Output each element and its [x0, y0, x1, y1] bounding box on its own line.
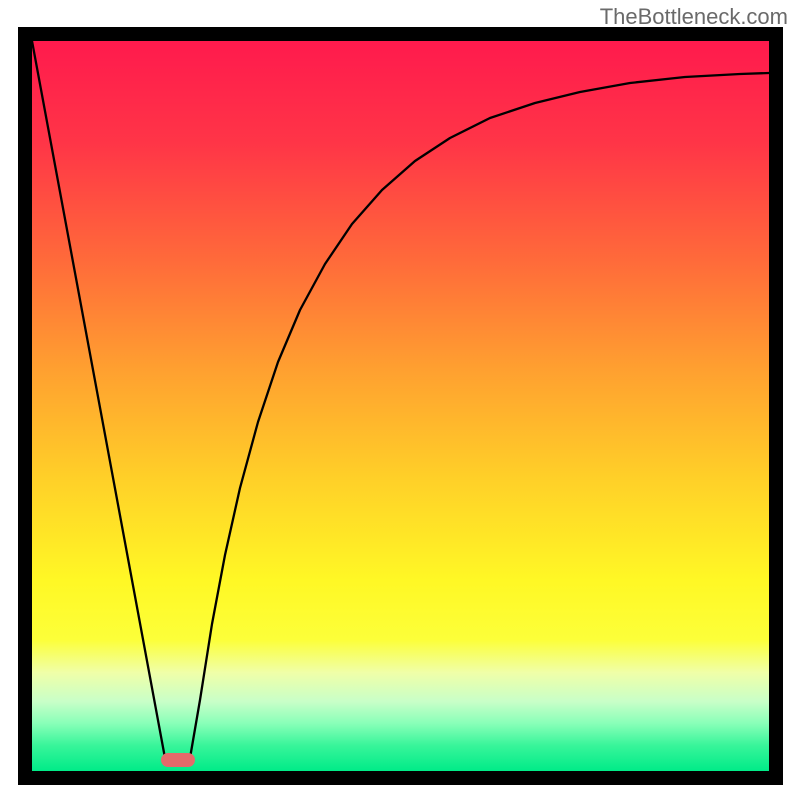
chart-root: TheBottleneck.com — [0, 0, 800, 800]
curve-right-branch — [190, 73, 769, 758]
plot-area — [32, 41, 769, 771]
curve-left-branch — [32, 41, 165, 758]
chart-svg — [32, 41, 769, 771]
minimum-marker — [161, 753, 195, 767]
watermark-text: TheBottleneck.com — [600, 4, 788, 30]
